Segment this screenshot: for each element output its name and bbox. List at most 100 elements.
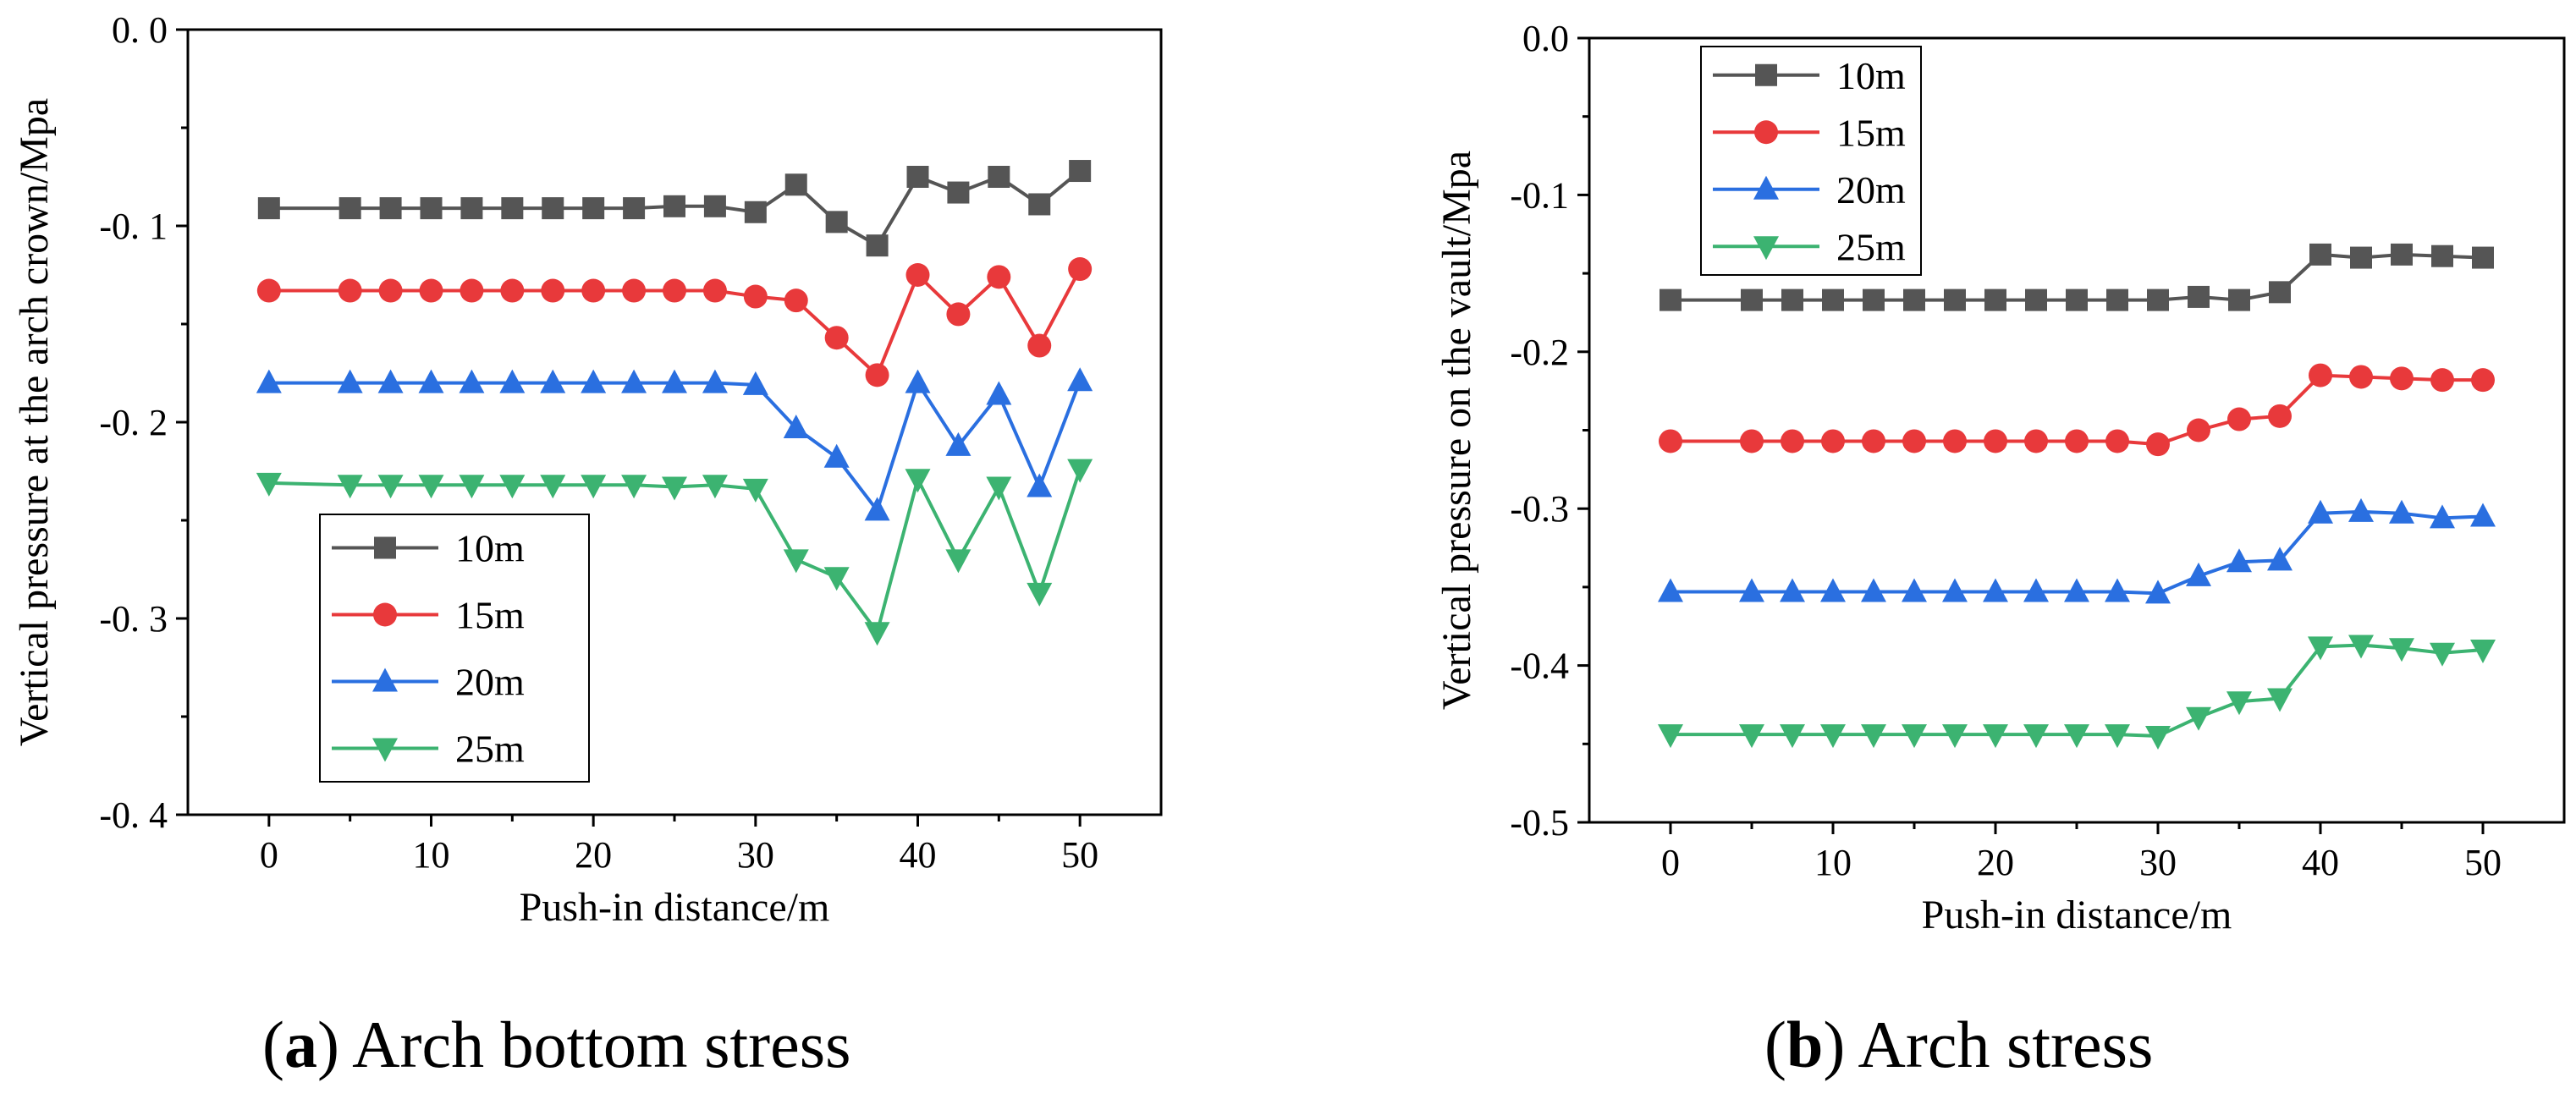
data-point-a-25m-0 [256,472,282,497]
data-point-a-20m-3 [418,369,444,393]
legend-label-a-20m: 20m [455,661,525,704]
data-point-a-10m-5 [501,197,524,220]
data-point-a-20m-2 [377,369,404,393]
data-point-a-15m-9 [663,278,686,303]
y-tick-label-b-1: -0.1 [1510,174,1569,216]
data-point-b-25m-15 [2308,636,2333,661]
data-point-b-20m-4 [1861,578,1886,602]
data-point-b-25m-7 [1983,724,2008,749]
data-point-b-15m-4 [1862,429,1885,453]
data-point-a-25m-12 [783,549,809,574]
data-point-b-10m-8 [2025,288,2047,311]
y-tick-label-a-2: -0. 2 [99,402,168,443]
data-point-b-10m-7 [1984,288,2006,311]
data-point-a-25m-4 [459,475,485,499]
data-point-b-15m-1 [1740,429,1764,453]
data-point-b-20m-1 [1739,578,1764,602]
legend-label-b-10m: 10m [1836,54,1906,97]
legend-marker-a-25m [372,738,398,762]
y-tick-label-b-4: -0.4 [1510,646,1569,687]
data-point-b-25m-5 [1902,724,1927,749]
data-point-b-25m-19 [2470,640,2496,664]
y-tick-label-b-3: -0.3 [1510,488,1569,530]
data-point-b-20m-14 [2267,547,2293,571]
data-point-b-10m-14 [2269,281,2291,304]
data-point-a-15m-11 [743,284,768,309]
legend-box-b [1700,46,1922,276]
data-point-b-10m-10 [2106,288,2128,311]
data-point-b-15m-15 [2309,363,2332,387]
legend-label-a-15m: 15m [455,594,525,637]
data-point-a-20m-15 [905,369,931,393]
legend-box-a [319,514,590,783]
data-point-a-25m-3 [418,475,444,499]
x-tick-label-b-4: 40 [2302,842,2339,883]
caption-a-letter: a [283,1008,317,1081]
data-point-b-10m-6 [1944,288,1966,311]
data-point-b-20m-8 [2023,578,2049,602]
data-point-a-25m-18 [1027,582,1053,607]
data-point-a-15m-4 [460,278,484,303]
data-point-a-10m-15 [906,166,929,188]
data-point-b-25m-12 [2186,706,2211,731]
data-point-a-20m-0 [256,369,282,393]
y-tick-label-b-2: -0.2 [1510,332,1569,373]
data-point-b-25m-10 [2105,724,2130,749]
data-point-a-20m-6 [540,369,566,393]
data-point-b-15m-7 [1984,429,2007,453]
data-point-b-20m-7 [1983,578,2008,602]
data-point-a-10m-18 [1028,193,1051,216]
data-point-a-15m-2 [378,278,403,303]
data-point-b-20m-12 [2186,562,2211,586]
data-point-a-10m-4 [460,197,483,220]
data-point-a-25m-17 [986,476,1012,501]
data-point-b-15m-10 [2105,429,2129,453]
data-point-b-10m-16 [2350,246,2372,269]
data-point-a-15m-6 [541,278,565,303]
series-line-b-25m [1671,643,2484,739]
data-point-a-25m-11 [742,478,768,503]
data-point-b-20m-17 [2389,499,2414,524]
data-point-b-15m-16 [2349,365,2373,389]
data-point-a-15m-18 [1027,333,1052,358]
data-point-a-10m-7 [582,197,605,220]
data-point-a-10m-19 [1069,160,1092,183]
data-point-b-25m-8 [2023,724,2049,749]
data-point-b-10m-2 [1781,288,1803,311]
data-point-b-20m-10 [2105,578,2130,602]
data-point-a-25m-13 [823,567,850,591]
data-point-b-25m-14 [2267,688,2293,712]
data-point-b-25m-9 [2064,724,2089,749]
x-tick-label-a-4: 40 [900,834,937,876]
data-point-a-15m-10 [702,278,727,303]
data-point-b-20m-18 [2430,504,2455,529]
data-point-b-25m-3 [1820,724,1846,749]
data-point-b-25m-17 [2389,638,2414,662]
caption-b-text: Arch stress [1858,1008,2154,1081]
data-point-a-25m-15 [905,469,931,493]
x-tick-label-b-1: 10 [1814,842,1852,883]
data-point-b-15m-17 [2390,366,2414,391]
caption-a: (a) Arch bottom stress [262,1008,851,1081]
data-point-a-25m-9 [662,476,687,501]
data-point-b-25m-11 [2145,726,2171,750]
caption-b: (b) Arch stress [1764,1008,2154,1081]
data-point-a-25m-5 [499,475,526,499]
legend-marker-a-20m [372,668,398,692]
data-point-b-15m-6 [1943,429,1967,453]
data-point-b-15m-18 [2430,368,2454,393]
x-tick-label-a-3: 30 [737,834,774,876]
legend-marker-a-10m [374,536,396,559]
data-point-b-25m-13 [2226,691,2252,716]
data-point-b-20m-2 [1780,578,1805,602]
data-point-a-20m-1 [337,369,363,393]
data-point-a-20m-19 [1067,367,1093,392]
data-point-a-10m-9 [663,195,685,217]
legend-label-b-25m: 25m [1836,225,1906,268]
data-point-b-20m-9 [2064,578,2089,602]
data-point-a-10m-6 [542,197,564,220]
data-point-b-20m-5 [1902,578,1927,602]
data-point-a-15m-12 [784,288,808,313]
y-tick-label-a-3: -0. 3 [99,598,168,640]
data-point-b-10m-4 [1863,288,1885,311]
